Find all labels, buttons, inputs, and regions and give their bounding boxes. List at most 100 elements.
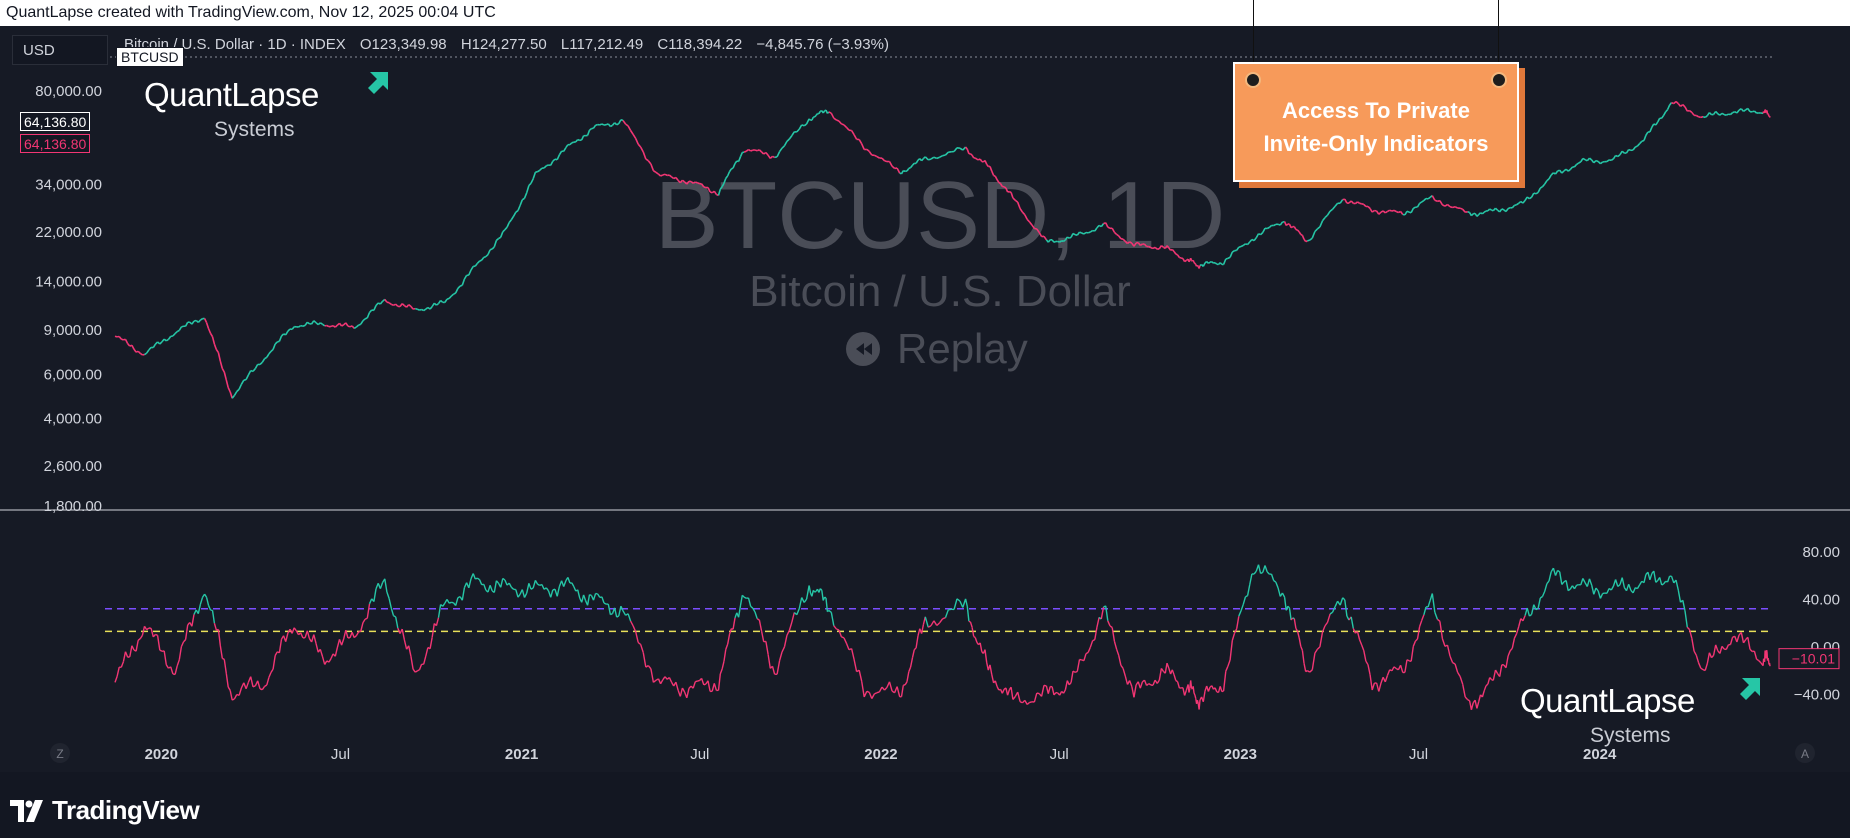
osc-segment — [504, 579, 508, 586]
tradingview-logo[interactable]: TradingView — [10, 795, 200, 826]
osc-segment — [477, 577, 480, 581]
price-segment — [1595, 159, 1599, 163]
osc-segment — [1245, 594, 1248, 598]
osc-segment — [1704, 663, 1708, 671]
price-segment — [1487, 208, 1491, 212]
price-segment — [769, 155, 774, 159]
osc-segment — [556, 586, 561, 597]
osc-segment — [197, 604, 202, 614]
osc-segment — [1375, 682, 1380, 692]
osc-segment — [397, 627, 401, 634]
osc-last-value-tag — [1778, 648, 1840, 670]
osc-segment — [1266, 571, 1270, 575]
osc-segment — [657, 678, 662, 685]
price-segment — [1481, 211, 1485, 215]
price-segment — [223, 371, 228, 381]
price-segment — [1419, 201, 1423, 205]
osc-segment — [933, 620, 938, 626]
osc-segment — [170, 666, 174, 675]
osc-segment — [1436, 618, 1441, 622]
osc-segment — [703, 683, 707, 686]
osc-segment — [437, 604, 442, 618]
osc-segment — [468, 578, 472, 589]
osc-segment — [1492, 669, 1497, 681]
price-segment — [1689, 109, 1693, 113]
price-segment — [1273, 223, 1277, 227]
promo-banner[interactable]: Access To Private Invite-Only Indicators — [1233, 62, 1519, 182]
brand-sub: Systems — [1590, 724, 1671, 747]
osc-segment — [261, 685, 266, 691]
osc-segment — [1306, 669, 1311, 673]
osc-segment — [1303, 663, 1307, 672]
osc-segment — [866, 690, 870, 694]
price-segment — [709, 191, 713, 194]
osc-segment — [120, 661, 125, 668]
chart-canvas[interactable]: BTCUSD, 1D Bitcoin / U.S. Dollar Replay … — [0, 26, 1850, 772]
price-segment — [1038, 232, 1043, 237]
price-segment — [1305, 240, 1308, 243]
osc-segment — [343, 630, 347, 640]
price-segment — [1152, 246, 1156, 250]
osc-segment — [1449, 655, 1454, 663]
osc-segment — [904, 681, 908, 686]
watermark-replay[interactable]: Replay — [897, 325, 1028, 372]
osc-segment — [393, 615, 397, 618]
osc-segment — [969, 621, 973, 628]
price-segment — [1446, 203, 1451, 208]
price-segment — [1361, 203, 1365, 206]
osc-segment — [771, 666, 776, 675]
price-segment — [1227, 256, 1231, 260]
osc-segment — [1070, 670, 1074, 683]
price-segment — [274, 341, 278, 345]
osc-segment — [1399, 665, 1404, 673]
osc-segment — [1083, 653, 1087, 661]
osc-segment — [1231, 633, 1236, 641]
price-segment — [686, 180, 690, 185]
osc-segment — [321, 656, 326, 665]
price-segment — [272, 343, 276, 350]
osc-segment — [129, 645, 133, 657]
price-segment — [225, 379, 229, 388]
price-segment — [1680, 103, 1684, 108]
x-tick-label: Jul — [1050, 746, 1069, 763]
price-segment — [1768, 115, 1771, 118]
osc-segment — [1107, 620, 1111, 627]
price-segment — [1698, 116, 1702, 119]
osc-segment — [635, 631, 639, 643]
osc-segment — [1499, 664, 1503, 677]
price-segment — [1584, 158, 1588, 162]
price-segment — [908, 166, 911, 170]
price-segment — [233, 391, 238, 396]
osc-segment — [410, 655, 414, 670]
osc-segment — [853, 659, 858, 672]
close-value: C118,394.22 — [657, 36, 743, 53]
osc-segment — [1301, 650, 1305, 664]
price-segment — [1582, 157, 1586, 161]
brand-arrow-icon — [368, 72, 388, 94]
price-segment — [1657, 117, 1661, 123]
osc-segment — [627, 613, 632, 622]
price-segment — [1501, 208, 1505, 211]
osc-segment — [1511, 638, 1516, 649]
price-segment — [1634, 145, 1638, 148]
zoom-reset-button[interactable] — [50, 743, 70, 763]
price-segment — [127, 343, 131, 347]
osc-segment — [610, 612, 613, 616]
osc-segment — [245, 682, 250, 690]
auto-scale-button[interactable] — [1795, 743, 1815, 763]
price-segment — [1083, 231, 1087, 235]
osc-segment — [819, 588, 823, 591]
osc-segment — [165, 664, 170, 669]
osc-segment — [1663, 580, 1667, 585]
price-segment — [1331, 205, 1336, 210]
price-segment — [1277, 223, 1281, 226]
osc-segment — [645, 664, 649, 668]
price-segment — [167, 335, 172, 340]
currency-selector[interactable]: USD — [12, 35, 108, 65]
osc-segment — [1423, 606, 1427, 615]
price-segment — [1664, 109, 1669, 113]
price-segment — [368, 309, 373, 314]
osc-segment — [1283, 597, 1287, 611]
osc-segment — [1115, 648, 1120, 656]
osc-segment — [876, 691, 880, 694]
